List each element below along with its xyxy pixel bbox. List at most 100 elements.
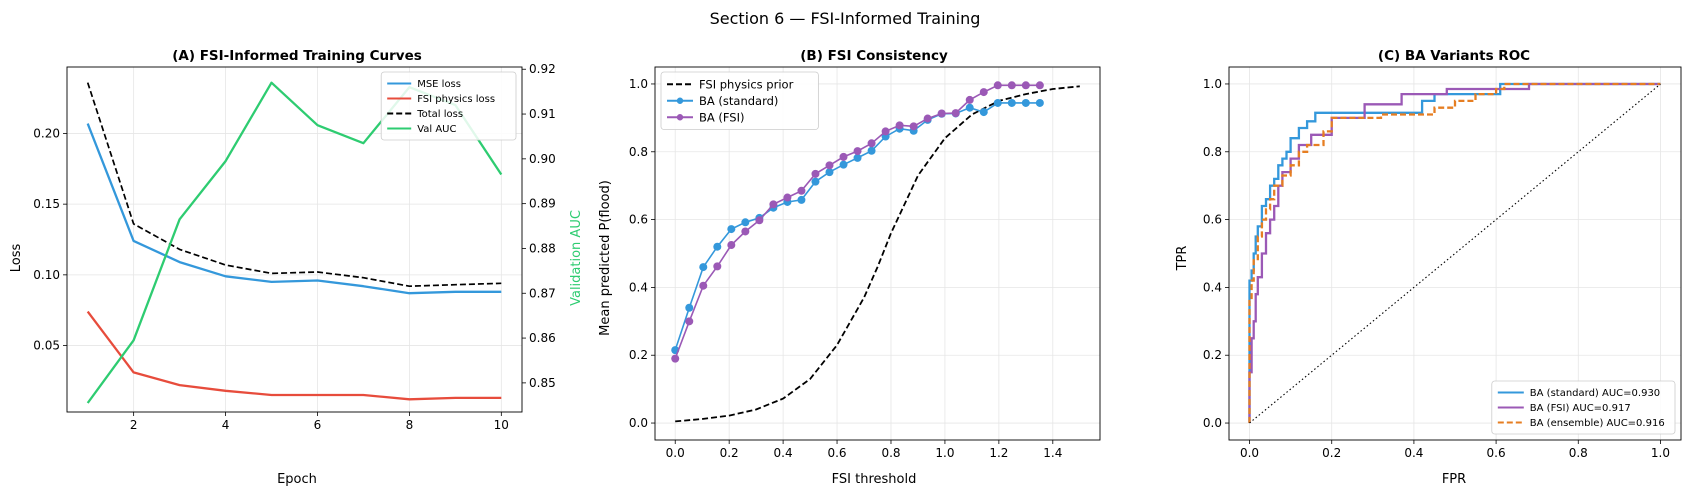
chart-b-series-2-point <box>811 169 820 178</box>
chart-a-ytick-label: 0.15 <box>33 197 60 211</box>
chart-a-y2tick-label: 0.87 <box>529 286 556 300</box>
chart-a-xtick-label: 4 <box>222 418 230 432</box>
chart-a-y2tick-label: 0.85 <box>529 376 556 390</box>
chart-a-xtick-label: 6 <box>314 418 322 432</box>
chart-b-series-2-point <box>1035 81 1044 90</box>
chart-b-legend: FSI physics prior BA (standard) BA (FSI) <box>660 71 819 130</box>
chart-b-series-2-point <box>909 122 918 131</box>
chart-b-series-1-point <box>685 303 694 312</box>
chart-b-title: (B) FSI Consistency <box>800 48 948 64</box>
chart-a-y2label: Validation AUC <box>569 210 584 306</box>
chart-c-xtick-label: 0.2 <box>1322 446 1341 460</box>
chart-b-ytick-label: 0.4 <box>629 280 648 294</box>
chart-c-series-line-0 <box>1248 82 1661 423</box>
chart-a-xlabel: Epoch <box>277 472 317 487</box>
chart-b-series-2-point <box>993 81 1002 90</box>
chart-b-series-1-point <box>979 108 988 117</box>
chart-a-xtick-label: 8 <box>406 418 414 432</box>
chart-b-series-2-point <box>755 216 764 225</box>
chart-panel-a: (A) FSI-Informed Training Curves Epoch L… <box>9 48 584 487</box>
chart-b-xtick-label: 0.2 <box>720 446 739 460</box>
chart-b-frame <box>654 66 1101 441</box>
chart-a-ytick-label: 0.05 <box>33 339 60 353</box>
chart-b-series-1-point <box>1021 98 1030 107</box>
chart-a-legend-label: Val AUC <box>417 124 456 135</box>
chart-a-legend-label: Total loss <box>416 109 463 120</box>
chart-b-series-1-point <box>993 98 1002 107</box>
chart-c-ytick-label: 0.8 <box>1203 145 1222 159</box>
chart-b-ytick-label: 0.0 <box>629 416 648 430</box>
chart-b-xtick-label: 0.0 <box>666 446 685 460</box>
chart-b-series-2-point <box>769 200 778 209</box>
chart-b-series-line-0 <box>675 85 1080 423</box>
figure-suptitle: Section 6 — FSI-Informed Training <box>710 9 981 28</box>
chart-c-xtick-label: 0.8 <box>1569 446 1588 460</box>
chart-b-series-2-point <box>895 121 904 130</box>
chart-b-xtick-label: 0.6 <box>827 446 846 460</box>
chart-b-series-2-point <box>923 114 932 123</box>
chart-b-series-1-point <box>797 195 806 204</box>
chart-b-series-1-point <box>853 153 862 162</box>
chart-b-ytick-label: 0.8 <box>629 145 648 159</box>
chart-b-series-2-point <box>951 109 960 118</box>
chart-a-legend-label: MSE loss <box>417 79 461 90</box>
chart-b-legend-marker <box>676 97 684 104</box>
chart-b-xtick-label: 0.4 <box>774 446 793 460</box>
chart-b-series-2-point <box>853 147 862 156</box>
chart-c-legend: BA (standard) AUC=0.930 BA (FSI) AUC=0.91… <box>1491 380 1676 435</box>
chart-b-legend-label: FSI physics prior <box>699 77 794 91</box>
chart-b-legend-marker <box>676 114 684 121</box>
chart-b-series-2-point <box>839 152 848 161</box>
chart-b-series-1-point <box>867 146 876 155</box>
chart-c-series-line-3 <box>1249 83 1661 424</box>
chart-a-xtick-label: 10 <box>494 418 509 432</box>
chart-b-series-2-point <box>685 317 694 326</box>
chart-b-series-2-point <box>825 161 834 170</box>
chart-c-series-line-2 <box>1248 82 1661 423</box>
chart-c-xtick-label: 0.0 <box>1240 446 1259 460</box>
chart-a-ytick-label: 0.20 <box>33 126 60 140</box>
chart-a-title: (A) FSI-Informed Training Curves <box>172 48 422 64</box>
chart-c-xlabel: FPR <box>1442 472 1466 487</box>
chart-c-xtick-label: 0.6 <box>1487 446 1506 460</box>
chart-a-y2tick-label: 0.88 <box>529 241 556 255</box>
chart-b-series-1-point <box>741 218 750 227</box>
chart-b-series-2-point <box>1007 81 1016 90</box>
chart-a-series-line-0 <box>86 123 502 295</box>
chart-b-ytick-label: 1.0 <box>629 77 648 91</box>
chart-b-xtick-label: 0.8 <box>881 446 900 460</box>
chart-b-series-1-point <box>965 103 974 112</box>
chart-c-ytick-label: 0.6 <box>1203 213 1222 227</box>
chart-a-series-line-1 <box>86 310 502 401</box>
chart-b-series-1-point <box>839 160 848 169</box>
chart-c-xtick-label: 0.4 <box>1404 446 1423 460</box>
chart-a-legend: MSE loss FSI physics loss Total loss Val AU… <box>380 71 517 141</box>
chart-b-series-2-point <box>965 95 974 104</box>
chart-b-series-2-point <box>1021 81 1030 90</box>
chart-b-ylabel: Mean predicted P(flood) <box>598 180 613 336</box>
chart-a-y2tick-label: 0.91 <box>529 107 556 121</box>
chart-b-series-1-point <box>1035 98 1044 107</box>
chart-b-legend-box <box>660 71 819 130</box>
chart-b-series-2-point <box>727 241 736 250</box>
chart-c-legend-label: BA (standard) AUC=0.930 <box>1530 388 1660 399</box>
chart-c-ytick-label: 0.4 <box>1203 280 1222 294</box>
chart-b-ytick-label: 0.6 <box>629 213 648 227</box>
chart-panel-c: (C) BA Variants ROC FPR TPR 0.0 0.2 0.4 0.6… <box>1175 48 1682 487</box>
chart-b-series-1-point <box>727 225 736 234</box>
chart-c-ytick-label: 0.2 <box>1203 348 1222 362</box>
chart-b-legend-label: BA (FSI) <box>699 110 745 124</box>
chart-b-series-2-point <box>699 281 708 290</box>
chart-b-series-2-point <box>783 193 792 202</box>
chart-b-series-2-point <box>797 186 806 195</box>
chart-a-series-line-2 <box>86 82 502 288</box>
chart-b-series-2-point <box>741 227 750 236</box>
chart-a-legend-label: FSI physics loss <box>417 94 495 105</box>
chart-b-series-2-point <box>713 262 722 271</box>
chart-b-series-2-point <box>937 109 946 118</box>
chart-b-xtick-label: 1.4 <box>1043 446 1062 460</box>
chart-c-legend-label: BA (ensemble) AUC=0.916 <box>1530 418 1665 429</box>
chart-a-ytick-label: 0.10 <box>33 268 60 282</box>
chart-b-series-1-point <box>811 177 820 186</box>
